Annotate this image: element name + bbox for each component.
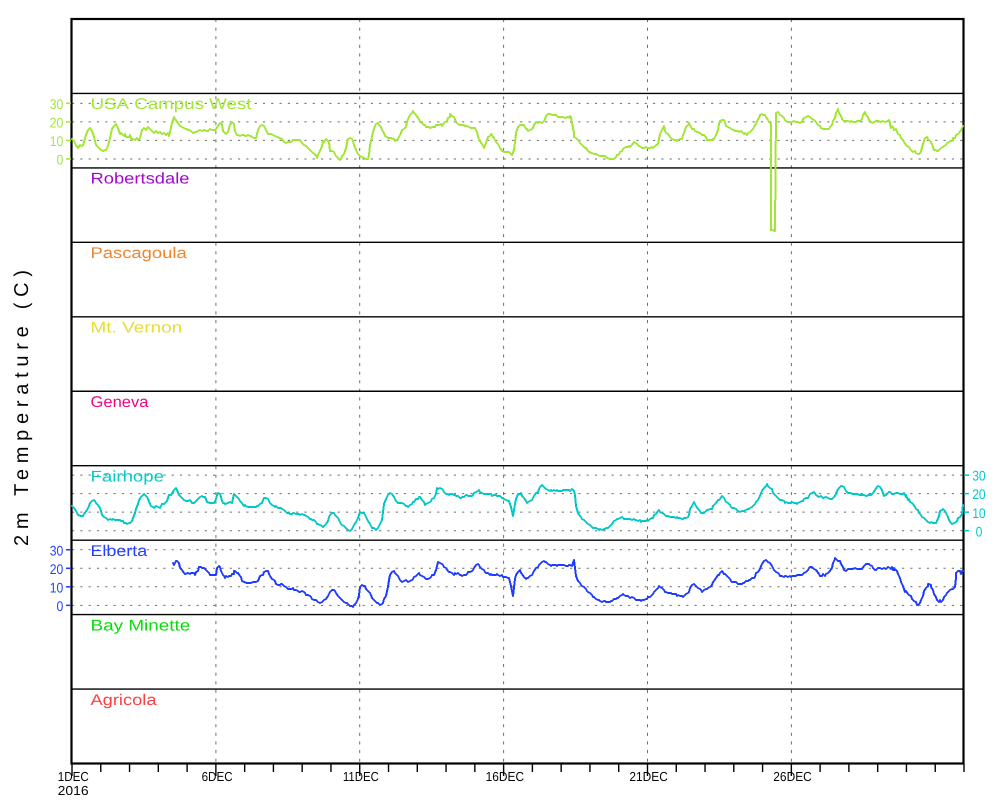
svg-text:0: 0 [976, 523, 983, 539]
svg-text:2016: 2016 [58, 783, 89, 798]
svg-text:0: 0 [57, 598, 64, 614]
svg-text:21DEC: 21DEC [629, 769, 668, 784]
svg-text:26DEC: 26DEC [773, 769, 812, 784]
svg-text:30: 30 [972, 468, 986, 484]
svg-text:Geneva: Geneva [91, 394, 149, 411]
svg-text:Elberta: Elberta [91, 543, 148, 560]
svg-text:16DEC: 16DEC [486, 769, 524, 784]
svg-text:10: 10 [50, 133, 64, 149]
svg-text:Agricola: Agricola [91, 692, 157, 709]
svg-text:USA Campus West: USA Campus West [91, 96, 253, 113]
svg-text:10: 10 [972, 505, 986, 521]
svg-text:1DEC: 1DEC [58, 769, 89, 784]
svg-text:10: 10 [50, 579, 64, 595]
svg-text:Fairhope: Fairhope [91, 468, 165, 485]
svg-text:20: 20 [972, 486, 986, 502]
svg-text:20: 20 [50, 114, 64, 130]
svg-text:30: 30 [50, 542, 64, 558]
svg-text:Pascagoula: Pascagoula [91, 245, 188, 262]
svg-text:Mt. Vernon: Mt. Vernon [91, 320, 183, 337]
svg-text:11DEC: 11DEC [343, 769, 379, 784]
svg-text:Bay Minette: Bay Minette [91, 617, 191, 634]
svg-text:20: 20 [50, 561, 64, 577]
svg-text:30: 30 [50, 96, 64, 112]
svg-text:6DEC: 6DEC [202, 769, 233, 784]
svg-text:Robertsdale: Robertsdale [91, 171, 190, 188]
svg-text:0: 0 [57, 152, 64, 168]
